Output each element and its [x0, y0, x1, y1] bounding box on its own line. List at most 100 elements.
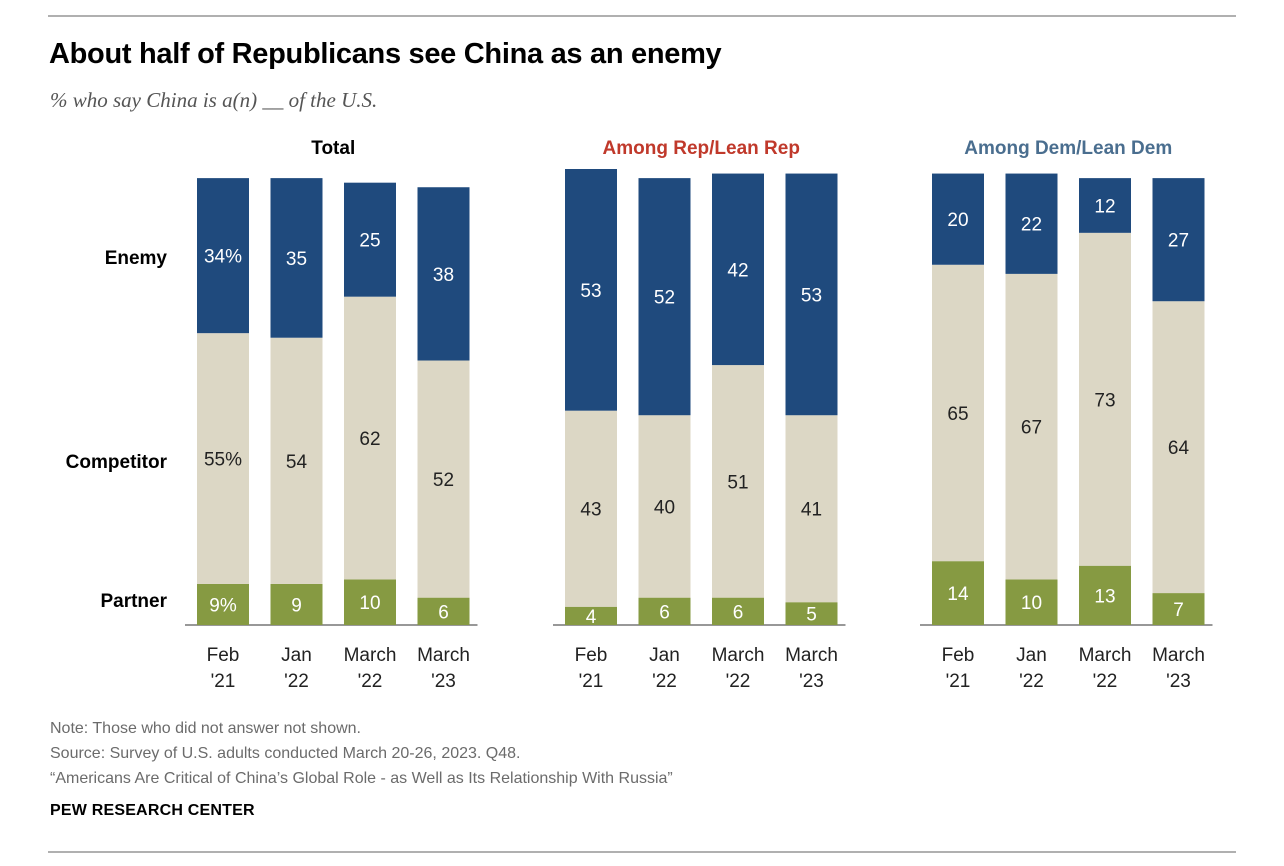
data-label-competitor: 65: [947, 404, 968, 425]
x-tick-label-year: '22: [652, 671, 677, 692]
data-label-partner: 5: [806, 605, 817, 626]
note-text: Note: Those who did not answer not shown…: [50, 720, 361, 737]
bar-competitor-panel2-2: [638, 415, 691, 598]
x-tick-label-year: '22: [726, 671, 751, 692]
bar-competitor-panel1-2: [270, 337, 323, 584]
panel-title-3: Among Dem/Lean Dem: [964, 138, 1172, 159]
bar-partner-panel2-4: [785, 602, 838, 625]
bar-competitor-panel2-4: [785, 415, 838, 603]
bar-partner-panel1-2: [270, 583, 323, 625]
x-tick-label-month: March: [712, 645, 765, 666]
x-tick-label-month: March: [1152, 645, 1205, 666]
report-title-text: “Americans Are Critical of China’s Globa…: [50, 770, 673, 787]
x-tick-label-month: Jan: [649, 645, 680, 666]
data-label-partner: 4: [586, 607, 597, 628]
x-tick-label-month: March: [417, 645, 470, 666]
x-tick-label-month: Feb: [207, 645, 240, 666]
data-label-enemy: 53: [580, 281, 601, 302]
x-tick-label-year: '21: [211, 671, 236, 692]
data-label-competitor: 64: [1168, 438, 1190, 459]
bar-enemy-panel1-3: [344, 182, 396, 297]
bar-partner-panel1-1: [197, 583, 249, 625]
chart-subtitle: % who say China is a(n) __ of the U.S.: [50, 88, 378, 112]
data-label-partner: 9: [291, 595, 302, 616]
bar-enemy-panel2-2: [638, 178, 691, 416]
x-tick-label-month: March: [785, 645, 838, 666]
bar-partner-panel3-3: [1079, 565, 1131, 625]
x-tick-label-month: Jan: [281, 645, 312, 666]
bar-partner-panel1-4: [417, 597, 470, 625]
panel-title-1: Total: [311, 138, 355, 159]
data-label-partner: 6: [659, 602, 670, 623]
bar-enemy-panel3-2: [1005, 173, 1058, 274]
x-tick-label-month: Feb: [942, 645, 975, 666]
bar-competitor-panel2-1: [565, 410, 617, 607]
data-label-competitor: 67: [1021, 418, 1042, 439]
x-tick-label-month: Feb: [575, 645, 608, 666]
data-label-competitor: 62: [359, 429, 380, 450]
x-tick-label-month: March: [344, 645, 397, 666]
bar-partner-panel2-1: [565, 606, 617, 625]
data-label-partner: 14: [947, 584, 969, 605]
x-tick-label-year: '22: [284, 671, 309, 692]
bar-competitor-panel3-4: [1152, 301, 1205, 594]
bar-competitor-panel1-4: [417, 360, 470, 598]
x-tick-label-year: '22: [358, 671, 383, 692]
data-label-competitor: 43: [580, 500, 601, 521]
data-label-partner: 7: [1173, 600, 1184, 621]
chart-notes: Note: Those who did not answer not shown…: [50, 716, 673, 791]
bar-competitor-panel3-3: [1079, 232, 1131, 566]
bar-enemy-panel1-4: [417, 187, 470, 361]
x-tick-label-year: '23: [431, 671, 456, 692]
data-label-enemy: 22: [1021, 215, 1042, 236]
data-label-competitor: 55%: [204, 450, 242, 471]
data-label-enemy: 38: [433, 265, 454, 286]
data-label-partner: 6: [438, 602, 449, 623]
bar-competitor-panel2-3: [712, 365, 764, 598]
bar-enemy-panel2-3: [712, 173, 764, 366]
x-tick-label-year: '21: [579, 671, 604, 692]
data-label-competitor: 52: [433, 470, 454, 491]
x-tick-label-month: March: [1079, 645, 1132, 666]
brand-label: PEW RESEARCH CENTER: [50, 802, 255, 819]
x-tick-label-year: '22: [1019, 671, 1044, 692]
data-label-enemy: 52: [654, 288, 675, 309]
bar-enemy-panel3-3: [1079, 178, 1131, 233]
x-tick-label-year: '22: [1093, 671, 1118, 692]
data-label-partner: 10: [1021, 593, 1042, 614]
bar-enemy-panel1-2: [270, 178, 323, 338]
bar-enemy-panel2-4: [785, 173, 838, 416]
data-label-enemy: 20: [947, 210, 968, 231]
data-label-competitor: 40: [654, 497, 675, 518]
x-tick-label-year: '21: [946, 671, 971, 692]
row-label-partner: Partner: [100, 591, 167, 612]
data-label-competitor: 73: [1094, 390, 1115, 411]
bar-partner-panel3-1: [932, 561, 984, 625]
data-label-partner: 6: [733, 602, 744, 623]
data-label-enemy: 35: [286, 249, 307, 270]
bar-competitor-panel3-1: [932, 264, 984, 562]
data-label-partner: 9%: [209, 595, 237, 616]
bar-partner-panel1-3: [344, 579, 396, 625]
bottom-rule: [48, 851, 1236, 853]
top-rule: [48, 15, 1236, 17]
x-tick-label-year: '23: [1166, 671, 1191, 692]
bar-competitor-panel1-3: [344, 296, 396, 580]
bar-enemy-panel3-4: [1152, 178, 1205, 302]
bar-competitor-panel1-1: [197, 333, 249, 584]
data-label-enemy: 12: [1094, 196, 1115, 217]
bar-enemy-panel1-1: [197, 178, 249, 334]
bar-enemy-panel2-1: [565, 169, 617, 411]
x-tick-label-month: Jan: [1016, 645, 1047, 666]
data-label-competitor: 41: [801, 500, 822, 521]
row-label-enemy: Enemy: [105, 248, 168, 269]
data-label-enemy: 53: [801, 285, 822, 306]
source-text: Source: Survey of U.S. adults conducted …: [50, 745, 521, 762]
row-label-competitor: Competitor: [66, 452, 168, 473]
data-label-enemy: 42: [727, 260, 748, 281]
data-label-enemy: 27: [1168, 231, 1189, 252]
bar-competitor-panel3-2: [1005, 273, 1058, 580]
bar-partner-panel3-4: [1152, 593, 1205, 625]
data-label-partner: 13: [1094, 586, 1115, 607]
